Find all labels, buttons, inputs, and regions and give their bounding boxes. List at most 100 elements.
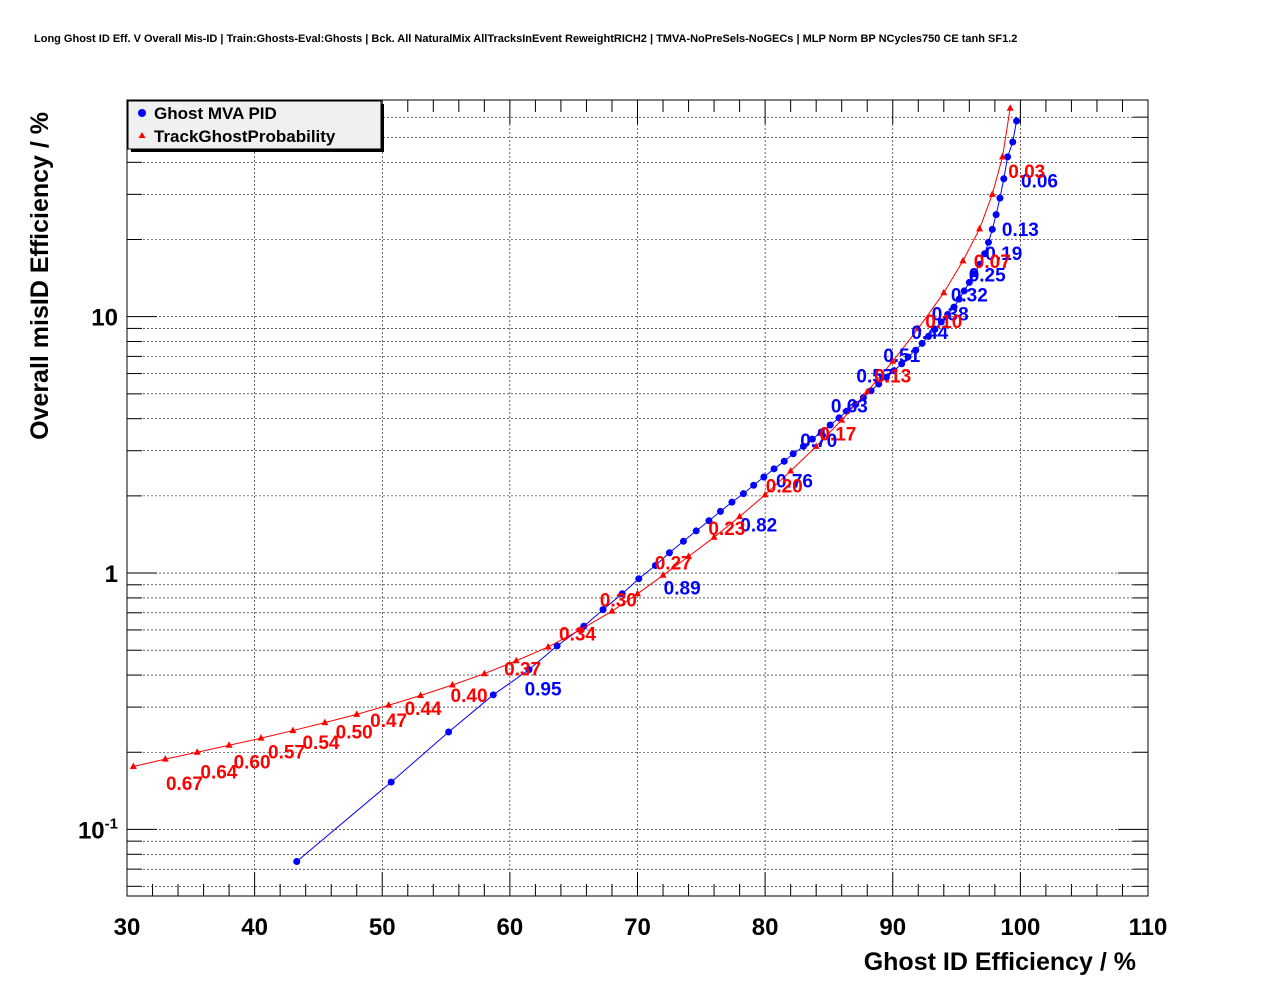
data-point xyxy=(1004,153,1012,161)
x-tick-label: 60 xyxy=(497,914,524,941)
cut-value-label: 0.67 xyxy=(166,774,203,795)
data-point xyxy=(576,625,584,633)
cut-value-label: 0.19 xyxy=(985,244,1022,265)
cut-value-label: 0.50 xyxy=(336,722,373,743)
series-line xyxy=(133,108,1011,767)
data-point xyxy=(996,194,1004,202)
data-point xyxy=(716,507,724,515)
data-point xyxy=(950,303,958,311)
cut-value-label: 0.07 xyxy=(974,252,1011,273)
data-point xyxy=(129,762,137,769)
data-point xyxy=(651,562,659,570)
data-point xyxy=(787,467,795,474)
cut-value-label: 0.32 xyxy=(951,286,988,307)
data-point xyxy=(770,465,778,473)
data-point xyxy=(960,287,968,295)
data-point xyxy=(931,325,939,333)
cut-value-label: 0.63 xyxy=(831,397,868,418)
x-tick-label: 50 xyxy=(369,914,396,941)
data-point xyxy=(599,606,607,614)
data-point xyxy=(445,728,453,736)
cut-value-label: 0.10 xyxy=(925,312,962,333)
data-point xyxy=(525,666,533,674)
series-line xyxy=(296,120,1018,862)
cut-value-label: 0.44 xyxy=(405,699,442,720)
data-point xyxy=(750,481,758,489)
data-point xyxy=(859,393,867,401)
data-point xyxy=(992,211,1000,219)
data-point xyxy=(634,589,641,597)
data-point xyxy=(618,590,626,598)
cut-value-label: 0.89 xyxy=(664,578,701,599)
chart-title: Long Ghost ID Eff. V Overall Mis-ID | Tr… xyxy=(34,33,1017,45)
cut-value-label: 0.20 xyxy=(766,476,803,497)
cut-value-label: 0.57 xyxy=(268,743,305,764)
data-point xyxy=(608,607,616,614)
cut-value-label: 0.82 xyxy=(740,515,777,536)
data-point xyxy=(970,270,978,278)
y-tick-label: 10-1 xyxy=(78,815,118,844)
data-point xyxy=(889,357,897,364)
y-axis-label: Overall misID Efficiency / % xyxy=(26,112,54,440)
data-point xyxy=(553,642,561,650)
data-point xyxy=(760,473,768,481)
data-point xyxy=(480,669,488,677)
cut-value-label: 0.57 xyxy=(856,366,893,387)
data-point xyxy=(988,190,996,197)
series-area xyxy=(129,104,1021,865)
data-point xyxy=(257,734,265,741)
data-point xyxy=(665,549,673,557)
data-point xyxy=(937,318,945,326)
data-point xyxy=(387,778,395,786)
data-point xyxy=(193,748,201,755)
cut-value-label: 0.25 xyxy=(969,266,1006,287)
data-point xyxy=(976,260,984,268)
legend: Ghost MVA PID TrackGhostProbability xyxy=(127,100,384,152)
cut-value-label: 0.06 xyxy=(1021,171,1058,192)
data-point xyxy=(728,498,736,506)
cut-value-labels: 0.950.890.820.760.700.630.570.510.440.38… xyxy=(166,162,1058,795)
x-tick-label: 70 xyxy=(624,914,651,941)
data-point xyxy=(635,575,643,583)
legend-label-track-ghost-probability: TrackGhostProbability xyxy=(154,127,336,146)
data-point xyxy=(944,310,952,318)
legend-label-ghost-mva-pid: Ghost MVA PID xyxy=(154,104,277,123)
cut-value-label: 0.13 xyxy=(874,366,911,387)
cut-value-label: 0.34 xyxy=(559,625,596,646)
y-tick-label: 1 xyxy=(105,561,118,588)
cut-value-label: 0.60 xyxy=(234,753,271,774)
data-point xyxy=(817,428,825,436)
data-point xyxy=(1000,175,1008,183)
data-point xyxy=(875,380,883,388)
data-point xyxy=(739,490,747,498)
data-point xyxy=(544,642,552,650)
data-point xyxy=(1009,138,1017,146)
cut-value-label: 0.44 xyxy=(911,323,948,344)
grid xyxy=(127,99,1148,896)
data-point xyxy=(736,512,744,520)
data-point xyxy=(955,295,963,303)
x-tick-label: 110 xyxy=(1129,914,1168,941)
cut-value-label: 0.54 xyxy=(302,733,339,754)
y-tick-label: 10 xyxy=(91,305,118,332)
data-point xyxy=(489,691,497,699)
cut-value-label: 0.70 xyxy=(800,431,837,452)
data-point xyxy=(912,346,920,354)
data-point xyxy=(710,533,718,540)
cut-value-label: 0.47 xyxy=(370,711,407,732)
data-point xyxy=(959,256,967,264)
data-point xyxy=(512,656,520,664)
cut-value-label: 0.27 xyxy=(655,553,692,574)
data-point xyxy=(1006,104,1014,111)
data-point xyxy=(761,490,769,498)
data-point xyxy=(799,442,807,450)
data-point xyxy=(826,421,834,429)
x-tick-label: 90 xyxy=(879,914,906,941)
x-tick-label: 100 xyxy=(1000,914,1040,941)
data-point xyxy=(981,250,989,258)
data-point xyxy=(904,353,912,361)
cut-value-label: 0.51 xyxy=(883,346,920,367)
x-tick-label: 80 xyxy=(752,914,779,941)
data-point xyxy=(705,517,713,525)
